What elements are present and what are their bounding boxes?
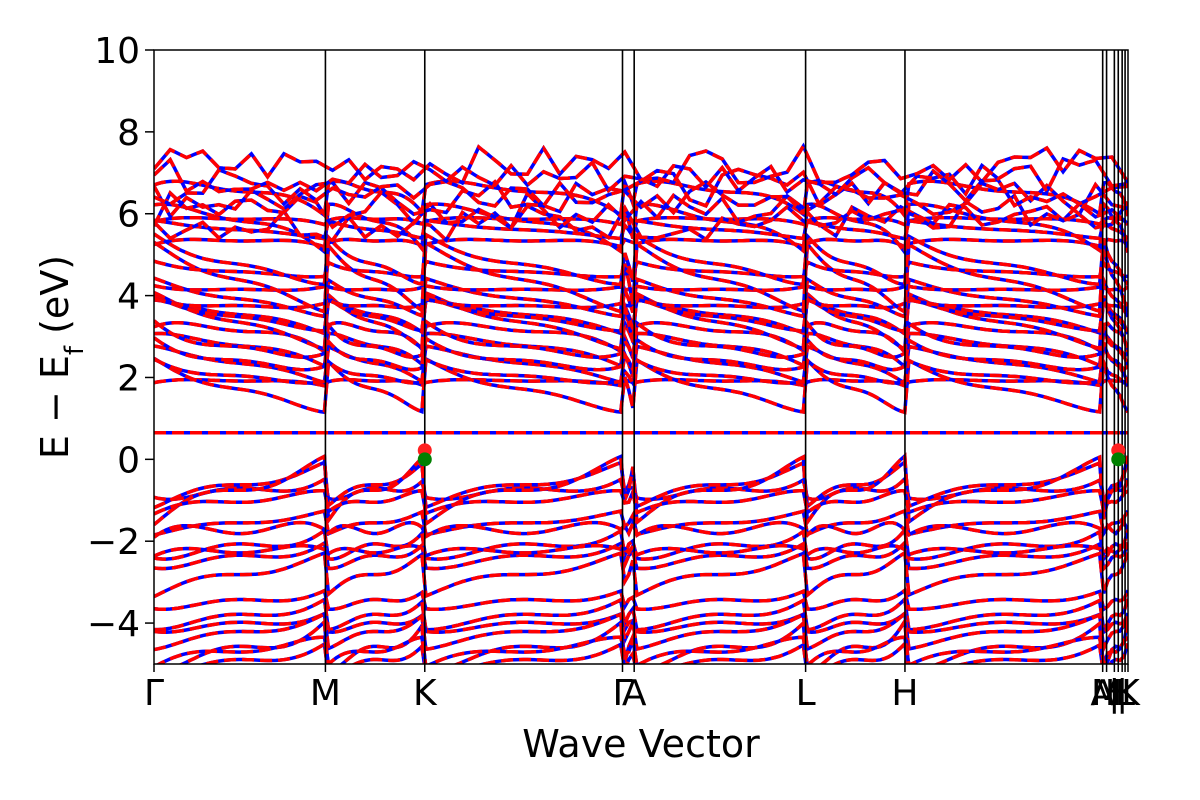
band-red-26	[154, 318, 1128, 364]
y-axis-title-unit: (eV)	[33, 255, 77, 346]
band-red-11	[154, 595, 1128, 635]
x-tick-label-10: H	[1105, 673, 1132, 714]
y-tick-label-0: −4	[87, 604, 140, 645]
band-lines	[154, 142, 1128, 664]
y-tick-label-3: 2	[117, 358, 140, 399]
band-red-30	[154, 296, 1128, 310]
x-tick-label-1: M	[310, 673, 341, 714]
band-red-25	[154, 335, 1128, 376]
band-red-22	[154, 356, 1128, 388]
plot-frame	[153, 49, 1129, 665]
x-tick-label-11: |	[1116, 673, 1128, 714]
band-red-41	[154, 201, 1128, 243]
fermi-markers	[417, 443, 1126, 467]
band-red-9	[154, 549, 1128, 599]
band-red-10	[154, 587, 1128, 613]
x-tick-label-5: L	[796, 673, 816, 714]
x-tick-label-0: Γ	[144, 673, 164, 714]
y-tick-label-2: 0	[117, 440, 140, 481]
marker-3	[1111, 452, 1126, 467]
marker-1	[417, 452, 432, 467]
band-red-44	[154, 167, 1128, 209]
x-tick-label-3: Γ	[612, 673, 632, 714]
band-red-32	[154, 283, 1128, 292]
x-tick-label-4: A	[622, 673, 647, 714]
y-tick-label-5: 6	[117, 195, 140, 236]
band-red-46	[154, 142, 1128, 186]
x-tick-label-6: H	[891, 673, 918, 714]
band-red-33	[154, 239, 1128, 315]
y-axis-title: E − Ef (eV)	[33, 255, 90, 459]
y-tick-label-7: 10	[94, 31, 140, 72]
x-tick-label-13: K	[1116, 673, 1141, 714]
x-tick-label-8: M	[1091, 673, 1122, 714]
x-tick-label-7: A	[1090, 673, 1115, 714]
y-tick-label-6: 8	[117, 113, 140, 154]
band-red-2	[154, 452, 1128, 528]
band-red-14	[178, 615, 1128, 664]
band-red-36	[154, 231, 1128, 287]
band-red-1	[154, 458, 1128, 510]
band-red-27	[154, 290, 1128, 353]
band-red-31	[154, 273, 1128, 319]
band-red-23	[154, 329, 1128, 370]
x-tick-label-12: L	[1115, 673, 1135, 714]
band-red-43	[154, 179, 1128, 220]
band-red-8	[154, 542, 1128, 558]
band-red-34	[154, 259, 1128, 281]
band-red-20	[154, 356, 1128, 415]
x-tick-label-9: |	[1108, 673, 1120, 714]
band-red-39	[154, 217, 1128, 241]
y-axis-ticks: −4 −2 0 2 4 6 8 10	[87, 31, 154, 645]
y-axis-title-main: E − E	[33, 355, 77, 459]
band-red-3	[154, 485, 1128, 517]
x-axis-ticks: Γ M K ΓA L H AM|H|LK	[144, 664, 1141, 714]
band-red-7	[154, 517, 1128, 540]
y-tick-label-4: 4	[117, 277, 140, 318]
y-axis-title-sub: f	[60, 345, 90, 355]
x-tick-label-2: K	[413, 673, 438, 714]
y-tick-label-1: −2	[87, 522, 140, 563]
band-red-13	[154, 610, 1128, 655]
high-symmetry-lines	[324, 50, 1126, 664]
x-axis-title: Wave Vector	[522, 722, 760, 766]
